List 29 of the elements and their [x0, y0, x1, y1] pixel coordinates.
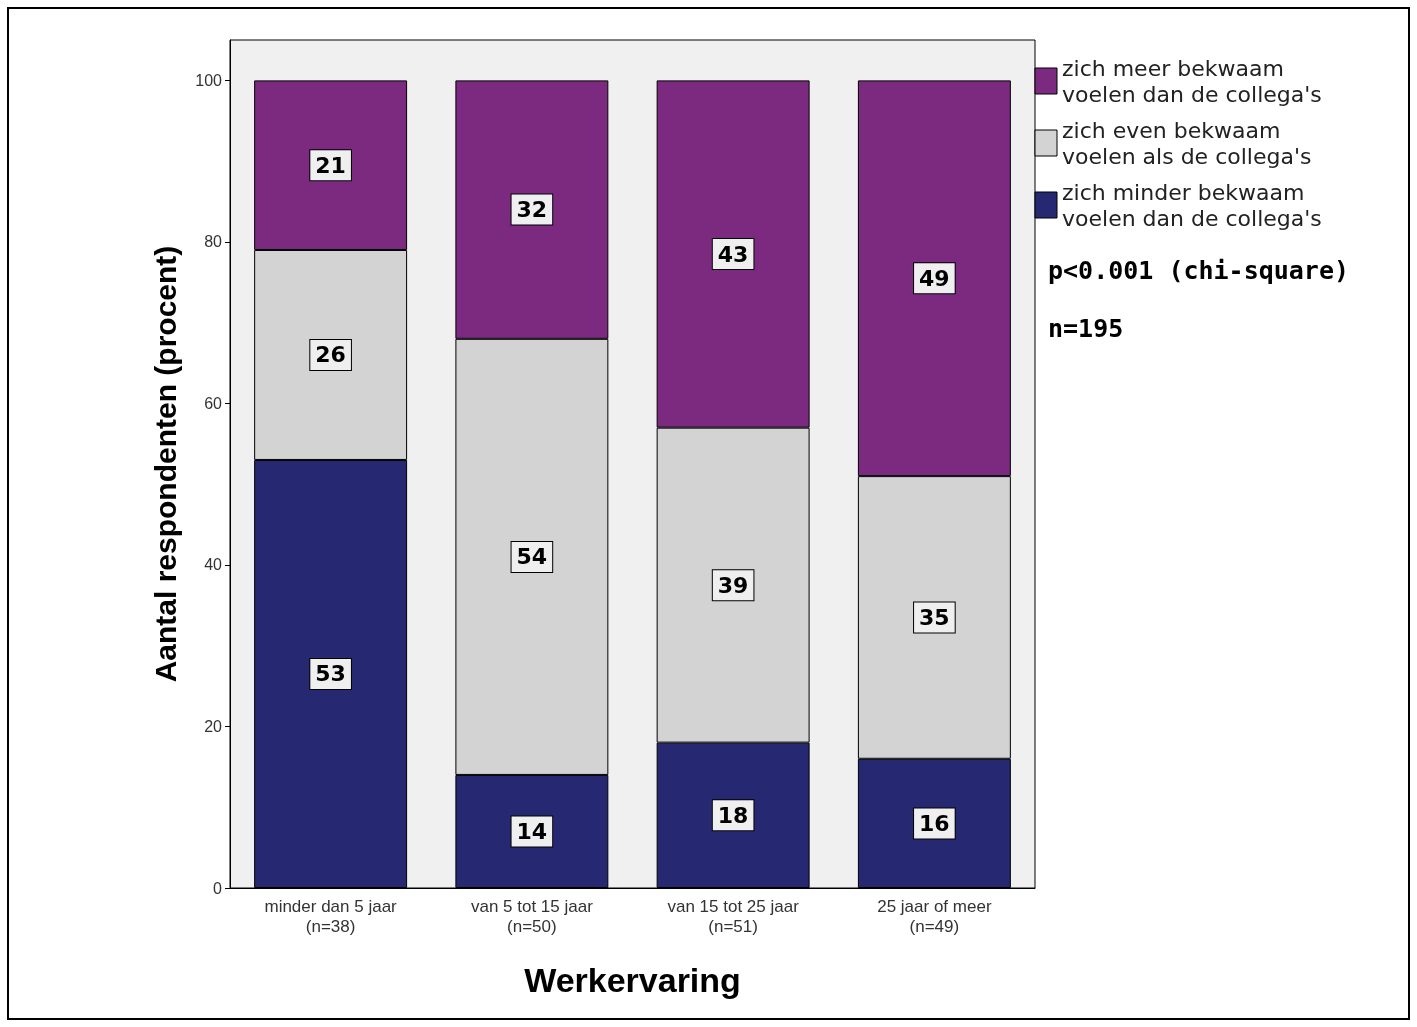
text: n=195 [1048, 314, 1124, 343]
x-tick-label: van 5 tot 15 jaar (n=50) [470, 896, 594, 936]
legend-label: zich meer bekwaam voelen dan de collega's [1062, 55, 1322, 107]
data-label: 53 [315, 661, 346, 687]
legend-label: zich minder bekwaam voelen dan de collega's [1062, 179, 1322, 231]
data-label: 16 [919, 810, 950, 836]
y-tick-label: 20 [204, 717, 223, 735]
text: p<0.001 (chi-square) [1048, 256, 1350, 285]
y-tick-label: 60 [204, 394, 223, 412]
legend-label: zich even bekwaam voelen als de collega's [1062, 117, 1312, 169]
data-label: 39 [717, 572, 749, 598]
data-label: 26 [315, 342, 346, 368]
y-tick-label: 80 [204, 233, 223, 251]
y-tick-label: 40 [204, 556, 223, 574]
data-label: 14 [516, 818, 548, 844]
y-tick-label: 100 [195, 71, 223, 89]
data-label: 32 [516, 197, 548, 223]
data-label: 18 [717, 802, 749, 828]
data-label: 54 [516, 544, 548, 570]
x-axis-title: Werkervaring [524, 961, 741, 999]
data-label: 43 [717, 241, 749, 267]
data-label: 49 [919, 265, 950, 291]
x-tick-label: 25 jaar of meer (n=49) [877, 896, 992, 936]
y-tick-label: 0 [213, 879, 223, 897]
x-tick-label: minder dan 5 jaar (n=38) [264, 896, 398, 936]
y-axis-title: Aantal respondenten (procent) [148, 245, 182, 683]
data-label: 35 [919, 604, 950, 630]
x-tick-label: van 15 tot 25 jaar (n=51) [667, 896, 800, 936]
data-label: 21 [315, 152, 346, 178]
